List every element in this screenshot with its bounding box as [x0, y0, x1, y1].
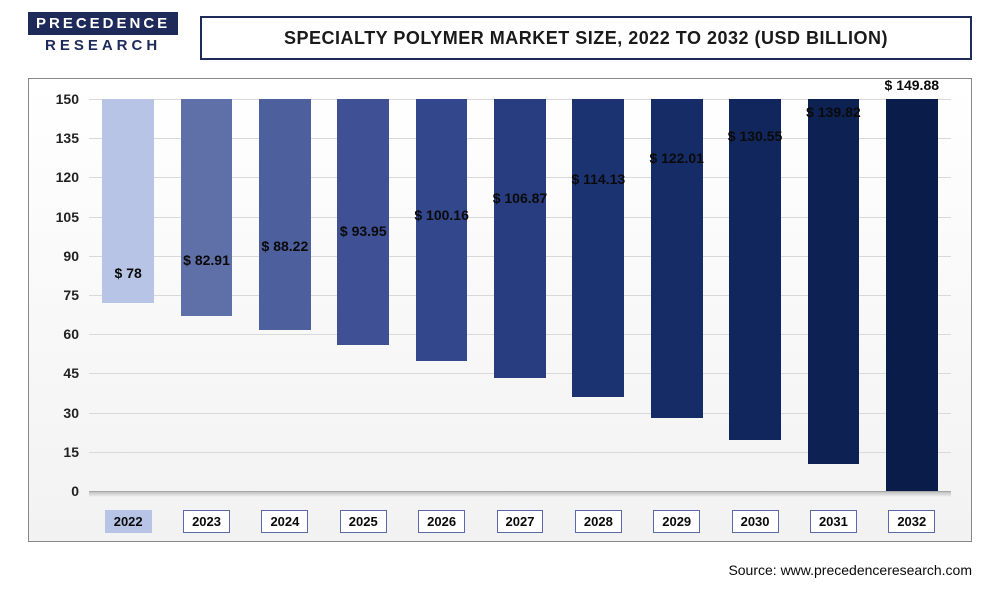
bar-slot: $ 88.22 [246, 99, 324, 491]
bar-value-label: $ 106.87 [493, 190, 548, 206]
bar-slot: $ 93.95 [324, 99, 402, 491]
x-axis-label: 2031 [810, 510, 857, 533]
bar-slot: $ 149.88 [873, 99, 951, 491]
bar-value-label: $ 82.91 [183, 252, 230, 268]
y-axis-tick-label: 135 [39, 130, 79, 146]
logo-top-text: PRECEDENCE [28, 12, 178, 35]
x-axis-label-slot: 2031 [794, 510, 872, 533]
x-axis-label-slot: 2028 [559, 510, 637, 533]
x-axis-label-slot: 2029 [638, 510, 716, 533]
y-axis-tick-label: 90 [39, 248, 79, 264]
x-axis-label: 2023 [183, 510, 230, 533]
x-axis-labels: 2022 2023 2024 2025 2026 2027 2028 2029 2030 2031… [89, 510, 951, 533]
chart-area: 0 15 30 45 60 75 90 105 120 135 150 $ 78 $ 82.91 $ 8… [28, 78, 972, 542]
bar-slot: $ 106.87 [481, 99, 559, 491]
bar [572, 99, 624, 397]
bar [259, 99, 311, 330]
bar-slot: $ 130.55 [716, 99, 794, 491]
x-axis-label-slot: 2022 [89, 510, 167, 533]
y-axis-tick-label: 45 [39, 365, 79, 381]
bar-slot: $ 122.01 [638, 99, 716, 491]
y-axis-tick-label: 105 [39, 209, 79, 225]
y-axis-tick-label: 15 [39, 444, 79, 460]
bar [886, 99, 938, 491]
x-axis-label-slot: 2030 [716, 510, 794, 533]
x-axis-label-slot: 2027 [481, 510, 559, 533]
bar [494, 99, 546, 378]
brand-logo: PRECEDENCE RESEARCH [28, 12, 178, 54]
x-axis-label-slot: 2023 [167, 510, 245, 533]
bar-slot: $ 114.13 [559, 99, 637, 491]
y-axis-tick-label: 120 [39, 169, 79, 185]
x-axis-label-slot: 2032 [873, 510, 951, 533]
bar [181, 99, 233, 316]
x-axis-label: 2022 [105, 510, 152, 533]
x-axis-label-slot: 2025 [324, 510, 402, 533]
x-axis-label: 2029 [653, 510, 700, 533]
x-axis-label-slot: 2026 [402, 510, 480, 533]
source-citation: Source: www.precedenceresearch.com [728, 562, 972, 578]
bar-value-label: $ 88.22 [262, 238, 309, 254]
bar-value-label: $ 114.13 [571, 171, 625, 187]
x-axis-label: 2030 [732, 510, 779, 533]
bar-value-label: $ 100.16 [414, 207, 469, 223]
bar-slot: $ 100.16 [402, 99, 480, 491]
x-axis-label: 2028 [575, 510, 622, 533]
bar-slot: $ 139.82 [794, 99, 872, 491]
bar-value-label: $ 78 [115, 265, 142, 281]
bar [729, 99, 781, 440]
x-axis-label: 2032 [888, 510, 935, 533]
bar-shadow [89, 491, 951, 497]
bar-value-label: $ 93.95 [340, 223, 387, 239]
y-axis-tick-label: 0 [39, 483, 79, 499]
logo-bottom-text: RESEARCH [28, 37, 178, 54]
y-axis-tick-label: 60 [39, 326, 79, 342]
bar-value-label: $ 149.88 [885, 77, 940, 93]
bar [651, 99, 703, 418]
chart-title-bar: SPECIALTY POLYMER MARKET SIZE, 2022 TO 2… [200, 16, 972, 60]
bar [416, 99, 468, 361]
bar-value-label: $ 130.55 [728, 128, 783, 144]
x-axis-label: 2027 [497, 510, 544, 533]
x-axis-label: 2025 [340, 510, 387, 533]
x-axis-label: 2026 [418, 510, 465, 533]
x-axis-label-slot: 2024 [246, 510, 324, 533]
bar-value-label: $ 122.01 [649, 150, 704, 166]
bar-value-label: $ 139.82 [806, 104, 861, 120]
bar-series: $ 78 $ 82.91 $ 88.22 $ 93.95 $ 100.16 $ 106.8… [89, 99, 951, 491]
x-axis-label: 2024 [261, 510, 308, 533]
bar [337, 99, 389, 345]
chart-title: SPECIALTY POLYMER MARKET SIZE, 2022 TO 2… [284, 28, 888, 49]
y-axis-tick-label: 30 [39, 405, 79, 421]
y-axis-tick-label: 75 [39, 287, 79, 303]
bar-slot: $ 82.91 [167, 99, 245, 491]
bar-slot: $ 78 [89, 99, 167, 491]
plot-region: 0153045607590105120135150 $ 78$ 82.91$ 8… [89, 99, 951, 491]
bar [808, 99, 860, 464]
y-axis-tick-label: 150 [39, 91, 79, 107]
